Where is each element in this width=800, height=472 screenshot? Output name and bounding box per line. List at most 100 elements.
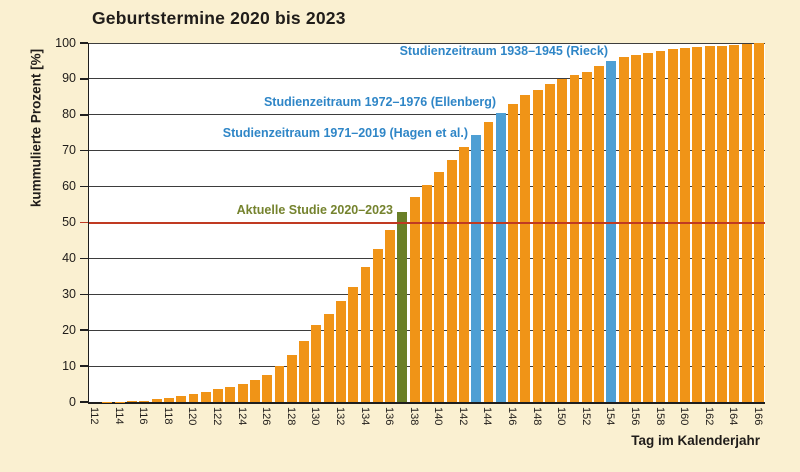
bar-day-119 (176, 395, 187, 402)
bar-day-115 (127, 401, 137, 402)
bar-day-151 (569, 75, 580, 402)
bar-day-145 (495, 113, 506, 402)
bar-day-136 (385, 229, 396, 402)
y-tick-label-100: 100 (55, 35, 76, 50)
bar-day-121 (200, 391, 211, 402)
x-tick-label-146: 146 (506, 407, 519, 426)
x-tick-label-166: 166 (751, 407, 764, 426)
y-tick-label-90: 90 (62, 71, 76, 86)
x-tick-label-156: 156 (628, 407, 641, 426)
x-tick-label-144: 144 (481, 407, 494, 426)
x-tick-label-118: 118 (161, 407, 174, 425)
bar-day-125 (249, 380, 260, 402)
x-tick-label-138: 138 (407, 407, 420, 426)
bar-day-157 (643, 52, 654, 402)
bar-day-156 (631, 54, 641, 402)
bar-day-160 (680, 48, 691, 402)
bar-day-132 (336, 301, 346, 402)
x-tick-label-128: 128 (284, 407, 297, 426)
y-tick-label-80: 80 (62, 107, 76, 122)
x-tick-label-150: 150 (555, 407, 568, 426)
x-tick-label-130: 130 (309, 407, 322, 426)
bar-day-154 (606, 60, 617, 402)
bar-day-116 (139, 400, 150, 402)
y-tick-mark-100 (80, 42, 88, 44)
bar-day-163 (717, 45, 727, 402)
x-tick-label-122: 122 (211, 407, 224, 426)
bar-day-128 (286, 355, 297, 402)
x-tick-label-126: 126 (260, 407, 273, 426)
x-tick-label-162: 162 (702, 407, 715, 426)
plot-area: Studienzeitraum 1938–1945 (Rieck) Studien… (88, 42, 765, 404)
x-tick-label-134: 134 (358, 407, 371, 426)
y-tick-mark-10 (80, 365, 88, 367)
bar-day-126 (262, 375, 273, 402)
bar-day-131 (323, 314, 334, 402)
y-tick-mark-30 (80, 293, 88, 296)
y-tick-mark-70 (80, 149, 88, 152)
bar-day-143 (471, 134, 482, 402)
bar-day-144 (483, 121, 494, 402)
bar-day-127 (274, 366, 285, 402)
annotation-study-period-145: Studienzeitraum 1972–1976 (Ellenberg) (263, 95, 496, 109)
x-tick-label-152: 152 (579, 407, 592, 426)
y-tick-label-60: 60 (62, 179, 76, 194)
annotation-current-study: Aktuelle Studie 2020–2023 (236, 203, 393, 217)
bar-day-155 (618, 57, 629, 402)
bar-day-117 (151, 399, 162, 402)
y-tick-mark-40 (80, 257, 88, 260)
y-tick-mark-0 (80, 401, 88, 403)
bar-day-158 (655, 50, 666, 402)
x-tick-label-114: 114 (112, 407, 125, 425)
fifty-percent-reference-line (89, 221, 765, 224)
y-tick-label-40: 40 (62, 250, 76, 265)
x-tick-label-116: 116 (137, 407, 150, 425)
bar-day-139 (422, 184, 432, 402)
bar-day-123 (225, 386, 236, 402)
bar-day-135 (372, 249, 383, 402)
bar-day-147 (520, 95, 531, 402)
y-tick-label-10: 10 (62, 358, 76, 373)
gridline-90 (89, 78, 765, 80)
y-tick-mark-90 (80, 78, 88, 80)
y-tick-mark-80 (80, 114, 88, 116)
x-tick-label-136: 136 (383, 407, 396, 426)
bar-day-152 (581, 71, 592, 402)
annotation-study-period-143: Studienzeitraum 1971–2019 (Hagen et al.) (222, 126, 468, 140)
bar-day-138 (409, 197, 420, 402)
bar-day-150 (557, 78, 568, 402)
x-axis-title: Tag im Kalenderjahr (631, 433, 760, 448)
bar-day-159 (667, 49, 678, 402)
bar-day-140 (434, 172, 445, 402)
y-tick-label-70: 70 (62, 143, 76, 158)
y-axis-title: kummulierte Prozent [%] (28, 48, 44, 208)
gridline-80 (89, 114, 765, 116)
x-tick-label-164: 164 (727, 407, 740, 426)
bar-day-162 (704, 46, 715, 402)
annotation-study-period-154: Studienzeitraum 1938–1945 (Rieck) (399, 44, 608, 58)
bar-day-148 (532, 89, 543, 402)
y-tick-mark-60 (80, 185, 88, 188)
bar-day-146 (508, 104, 518, 402)
y-tick-label-30: 30 (62, 286, 76, 301)
x-tick-label-158: 158 (653, 407, 666, 426)
bar-day-134 (360, 267, 371, 402)
gridline-70 (89, 150, 765, 152)
y-tick-label-0: 0 (69, 394, 76, 409)
bar-day-124 (237, 384, 248, 402)
x-tick-label-124: 124 (235, 407, 248, 426)
chart-title: Geburtstermine 2020 bis 2023 (92, 8, 346, 28)
bar-day-120 (188, 394, 199, 402)
bar-day-142 (458, 147, 469, 402)
bar-day-133 (348, 287, 359, 402)
x-tick-label-142: 142 (456, 407, 469, 426)
y-tick-label-20: 20 (62, 322, 76, 337)
x-tick-label-120: 120 (186, 407, 199, 426)
bar-day-118 (163, 397, 174, 402)
bar-day-161 (692, 46, 703, 402)
x-tick-label-148: 148 (530, 407, 543, 426)
x-tick-label-154: 154 (604, 407, 617, 426)
y-tick-mark-50 (80, 221, 88, 224)
x-tick-label-140: 140 (432, 407, 445, 426)
